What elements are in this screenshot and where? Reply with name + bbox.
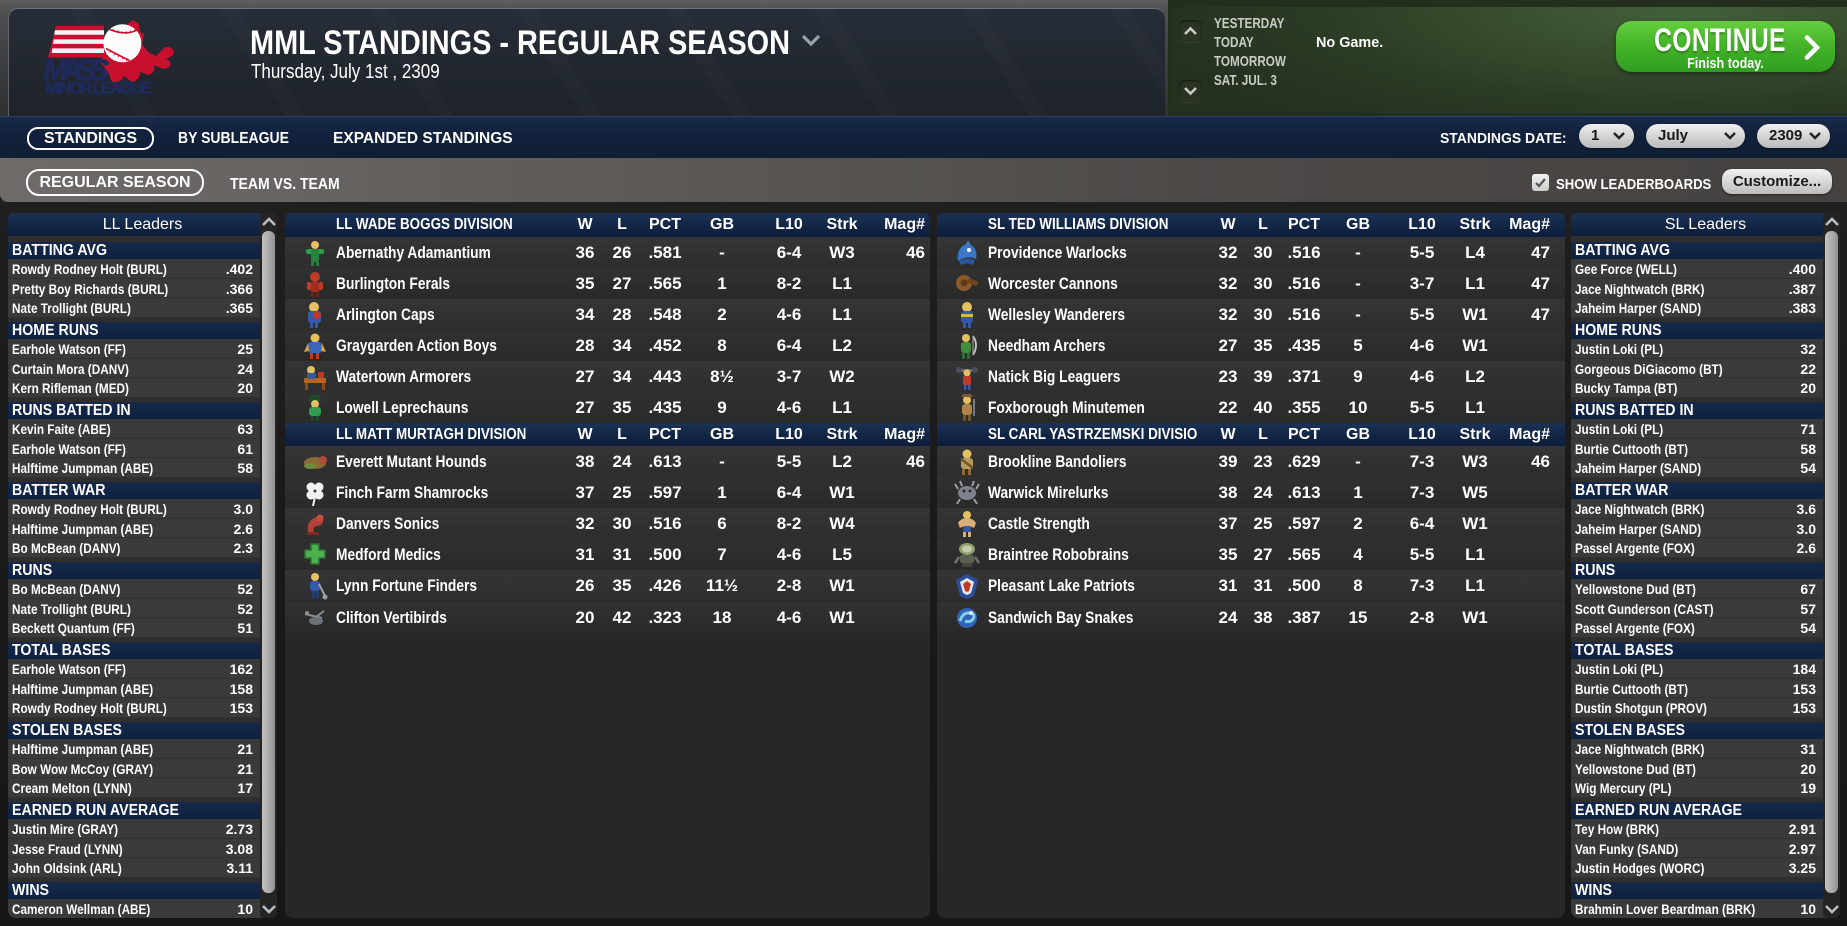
- svg-text:MINOR LEAGUE: MINOR LEAGUE: [45, 79, 152, 98]
- svg-text:MASS: MASS: [43, 54, 109, 87]
